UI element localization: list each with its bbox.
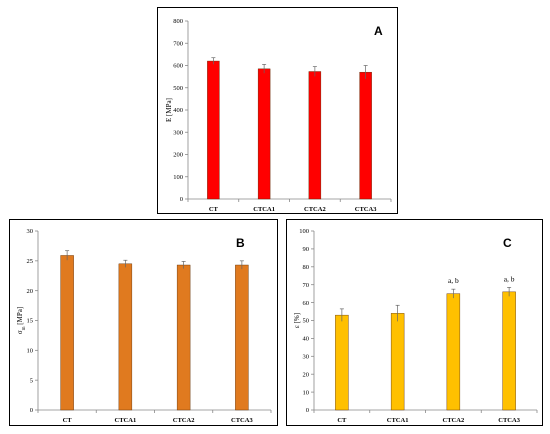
y-tick-label: 0 — [30, 407, 33, 414]
x-tick-label: CTCA2 — [173, 417, 195, 424]
chart-panel-a: 0 100 200 300 400 500 600 700 800 CT CTCA1 CTCA2 CTC… — [157, 7, 398, 214]
x-tick-label: CTCA1 — [387, 417, 409, 424]
y-tick-label: 70 — [303, 282, 310, 289]
x-tick-label: CTCA2 — [443, 417, 465, 424]
bar — [207, 60, 220, 200]
x-tick-label: CTCA1 — [115, 417, 137, 424]
bar — [446, 293, 461, 411]
y-tick-label: 10 — [27, 348, 34, 355]
panel-letter: A — [374, 24, 383, 38]
panel-letter: B — [236, 236, 245, 250]
x-tick-label: CTCA3 — [355, 206, 377, 213]
y-tick-label: 0 — [180, 196, 183, 203]
y-tick-label: 80 — [303, 264, 310, 271]
y-tick-label: 100 — [299, 228, 309, 235]
x-tick-label: CT — [337, 417, 347, 424]
y-tick-label: 700 — [173, 40, 183, 47]
y-axis-label: ε [%] — [293, 313, 301, 328]
bar — [176, 264, 191, 411]
panel-letter: C — [503, 236, 512, 250]
y-tick-label: 500 — [173, 85, 183, 92]
bar — [308, 71, 322, 200]
bar — [118, 263, 133, 411]
y-tick-label: 200 — [173, 152, 183, 159]
significance-annotation: a, b — [504, 274, 515, 283]
y-tick-label: 800 — [173, 18, 183, 25]
x-tick-label: CTCA3 — [231, 417, 253, 424]
y-tick-label: 25 — [27, 258, 34, 265]
y-axis-label: σm [MPa] — [16, 307, 27, 334]
chart-a-svg: 0 100 200 300 400 500 600 700 800 CT CTCA1 CTCA2 CTC… — [165, 18, 392, 213]
y-tick-label: 60 — [303, 300, 310, 307]
x-tick-label: CTCA3 — [498, 417, 520, 424]
y-axis-label: E [MPa] — [165, 98, 173, 122]
x-tick-label: CT — [63, 417, 73, 424]
bar — [60, 255, 74, 411]
significance-annotation: a, b — [448, 276, 459, 285]
bar — [390, 313, 405, 411]
y-tick-label: 30 — [303, 354, 310, 361]
chart-panel-b: 0 5 10 15 20 25 30 CT CTCA1 CTCA2 CTCA3 σm [MPa] B — [9, 219, 278, 426]
bar — [359, 71, 372, 200]
y-tick-label: 600 — [173, 63, 183, 70]
y-tick-label: 30 — [27, 228, 34, 235]
x-tick-label: CTCA2 — [304, 206, 326, 213]
y-tick-label: 90 — [303, 246, 310, 253]
x-tick-label: CT — [209, 206, 219, 213]
y-tick-label: 40 — [303, 336, 310, 343]
y-tick-label: 10 — [303, 389, 310, 396]
bar — [502, 291, 516, 411]
y-tick-label: 50 — [303, 318, 310, 325]
y-tick-label: 0 — [306, 407, 309, 414]
bar — [257, 68, 271, 200]
bar — [335, 314, 349, 411]
x-tick-label: CTCA1 — [253, 206, 275, 213]
y-tick-label: 5 — [30, 377, 33, 384]
bar — [235, 264, 249, 411]
y-tick-label: 300 — [173, 129, 183, 136]
chart-b-svg: 0 5 10 15 20 25 30 CT CTCA1 CTCA2 CTCA3 σm [MPa] B — [16, 228, 272, 424]
y-tick-label: 20 — [27, 288, 34, 295]
chart-c-svg: 0 10 20 30 40 50 60 70 80 90 100 CT CTCA1 CTCA2 a, b CT… — [293, 228, 538, 424]
y-tick-label: 400 — [173, 107, 183, 114]
y-tick-label: 15 — [27, 318, 34, 325]
y-tick-label: 20 — [303, 371, 310, 378]
chart-panel-c: 0 10 20 30 40 50 60 70 80 90 100 CT CTCA1 CTCA2 a, b CT… — [286, 219, 543, 426]
y-tick-label: 100 — [173, 174, 183, 181]
